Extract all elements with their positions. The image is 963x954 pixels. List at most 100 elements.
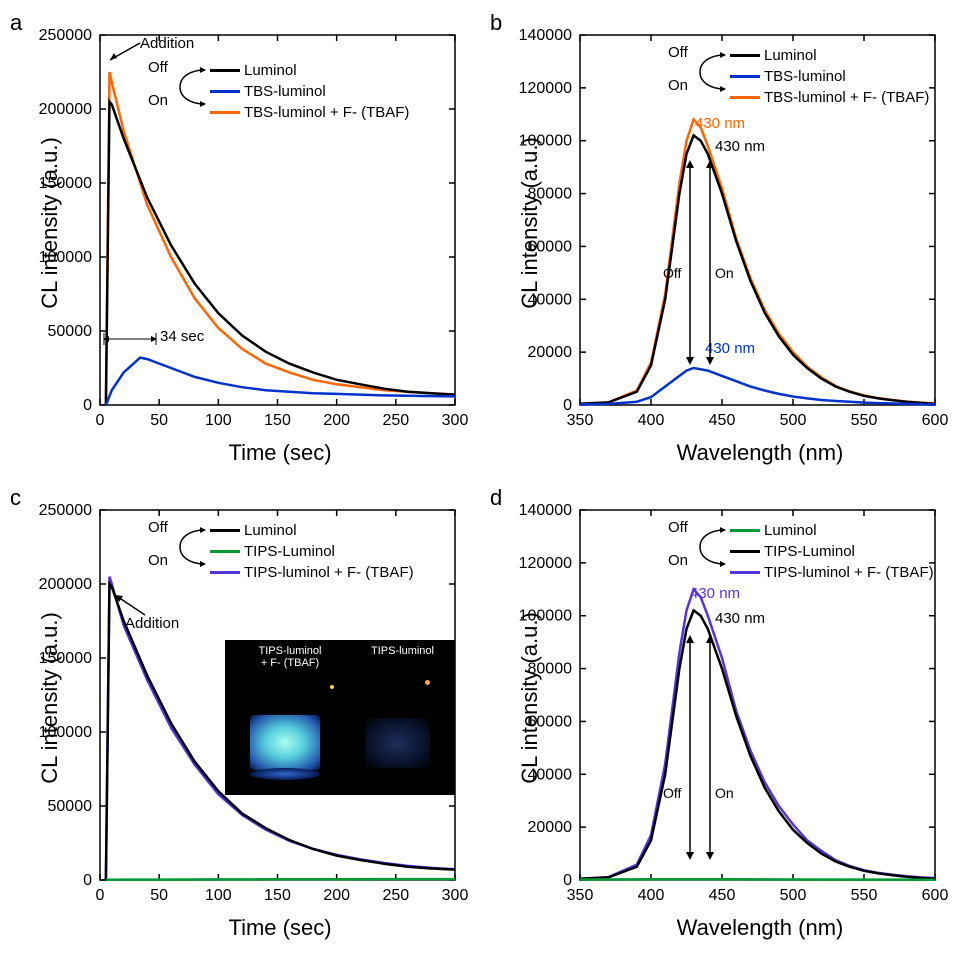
- panel-a-on: On: [148, 92, 168, 109]
- legend-b-line2: [730, 75, 760, 78]
- svg-text:120000: 120000: [519, 555, 572, 572]
- legend-b-line1: [730, 54, 760, 57]
- svg-text:500: 500: [780, 412, 807, 429]
- svg-text:550: 550: [851, 887, 878, 904]
- inset-right-label: TIPS-luminol: [360, 645, 445, 657]
- legend-c-line2: [210, 550, 240, 553]
- panel-d-vert-arrows: [675, 630, 725, 865]
- panel-a-off: Off: [148, 59, 168, 76]
- svg-text:200000: 200000: [39, 576, 92, 593]
- svg-text:50: 50: [150, 887, 168, 904]
- panel-a-delay: 34 sec: [160, 328, 204, 345]
- panel-d-offon-arrows: [690, 522, 730, 572]
- sparkle2: [425, 680, 430, 685]
- panel-b-peak-orange: 430 nm: [695, 115, 745, 132]
- panel-b-legend: Luminol TBS-luminol TBS-luminol + F- (TB…: [730, 45, 929, 108]
- svg-text:250000: 250000: [39, 27, 92, 44]
- panel-c-xlabel: Time (sec): [130, 915, 430, 941]
- panel-c-inset: TIPS-luminol + F- (TBAF) TIPS-luminol: [225, 640, 455, 795]
- panel-c-on: On: [148, 552, 168, 569]
- panel-a-xlabel: Time (sec): [130, 440, 430, 466]
- svg-text:300: 300: [442, 412, 469, 429]
- panel-d-peak-purple: 430 nm: [690, 585, 740, 602]
- svg-text:100: 100: [205, 887, 232, 904]
- panel-c-addition-arrow: [110, 590, 150, 620]
- svg-text:600: 600: [922, 887, 949, 904]
- legend-b-line3: [730, 96, 760, 99]
- inset-left-vial: [250, 715, 320, 770]
- svg-text:250: 250: [382, 412, 409, 429]
- panel-c-off: Off: [148, 519, 168, 536]
- legend-d-tips: TIPS-Luminol: [764, 541, 855, 562]
- svg-text:350: 350: [567, 412, 594, 429]
- svg-text:600: 600: [922, 412, 949, 429]
- svg-text:0: 0: [563, 397, 572, 414]
- svg-text:200000: 200000: [39, 101, 92, 118]
- svg-text:200: 200: [323, 887, 350, 904]
- svg-text:0: 0: [96, 887, 105, 904]
- svg-text:20000: 20000: [528, 344, 573, 361]
- delay-arrow-icon: [100, 333, 160, 345]
- panel-c: c 05010015020025030005000010000015000020…: [10, 485, 480, 950]
- addition-arrow-icon: [105, 40, 145, 65]
- legend-b-luminol: Luminol: [764, 45, 817, 66]
- panel-a-addition: Addition: [140, 35, 194, 52]
- svg-text:120000: 120000: [519, 80, 572, 97]
- legend-c-tips: TIPS-Luminol: [244, 541, 335, 562]
- svg-text:300: 300: [442, 887, 469, 904]
- legend-line-tbs: [210, 90, 240, 93]
- panel-b-on-arrow-label: On: [715, 265, 734, 281]
- svg-text:150: 150: [264, 412, 291, 429]
- legend-a-tbs: TBS-luminol: [244, 81, 326, 102]
- panel-b-xlabel: Wavelength (nm): [610, 440, 910, 466]
- svg-text:500: 500: [780, 887, 807, 904]
- inset-right-vial: [365, 718, 430, 768]
- legend-b-tbaf: TBS-luminol + F- (TBAF): [764, 87, 929, 108]
- svg-text:50000: 50000: [48, 798, 93, 815]
- figure-root: a 05010015020025030005000010000015000020…: [0, 0, 963, 954]
- legend-line-luminol: [210, 69, 240, 72]
- panel-a-offon-arrows: [170, 62, 210, 112]
- svg-text:0: 0: [563, 872, 572, 889]
- legend-line-tbaf: [210, 111, 240, 114]
- svg-text:250000: 250000: [39, 502, 92, 519]
- svg-text:400: 400: [638, 412, 665, 429]
- panel-b-ylabel: CL intensity (a.u.): [517, 123, 543, 323]
- legend-b-tbs: TBS-luminol: [764, 66, 846, 87]
- panel-c-legend: Luminol TIPS-Luminol TIPS-luminol + F- (…: [210, 520, 414, 583]
- legend-c-line1: [210, 529, 240, 532]
- panel-d-ylabel: CL intensity (a.u.): [517, 598, 543, 798]
- panel-c-offon-arrows: [170, 522, 210, 572]
- panel-d-on-arrow-label: On: [715, 785, 734, 801]
- legend-d-tbaf: TIPS-luminol + F- (TBAF): [764, 562, 934, 583]
- svg-text:0: 0: [96, 412, 105, 429]
- legend-a-tbaf: TBS-luminol + F- (TBAF): [244, 102, 409, 123]
- sparkle1: [330, 685, 334, 689]
- legend-d-line2: [730, 550, 760, 553]
- panel-d-on: On: [668, 552, 688, 569]
- panel-b-peak-black: 430 nm: [715, 138, 765, 155]
- panel-d-legend: Luminol TIPS-Luminol TIPS-luminol + F- (…: [730, 520, 934, 583]
- legend-d-luminol: Luminol: [764, 520, 817, 541]
- svg-text:0: 0: [83, 397, 92, 414]
- svg-text:50000: 50000: [48, 323, 93, 340]
- legend-c-luminol: Luminol: [244, 520, 297, 541]
- panel-b-offon-arrows: [690, 47, 730, 97]
- panel-d-off: Off: [668, 519, 688, 536]
- panel-a: a 05010015020025030005000010000015000020…: [10, 10, 480, 475]
- panel-d-peak-black: 430 nm: [715, 610, 765, 627]
- inset-left-label: TIPS-luminol + F- (TBAF): [240, 645, 340, 669]
- svg-text:400: 400: [638, 887, 665, 904]
- svg-text:200: 200: [323, 412, 350, 429]
- panel-b-on: On: [668, 77, 688, 94]
- svg-text:20000: 20000: [528, 819, 573, 836]
- svg-text:450: 450: [709, 887, 736, 904]
- svg-text:350: 350: [567, 887, 594, 904]
- svg-text:140000: 140000: [519, 27, 572, 44]
- legend-a-luminol: Luminol: [244, 60, 297, 81]
- legend-c-line3: [210, 571, 240, 574]
- svg-text:50: 50: [150, 412, 168, 429]
- panel-d-xlabel: Wavelength (nm): [610, 915, 910, 941]
- legend-c-tbaf: TIPS-luminol + F- (TBAF): [244, 562, 414, 583]
- panel-c-ylabel: CL intensity (a.u.): [37, 598, 63, 798]
